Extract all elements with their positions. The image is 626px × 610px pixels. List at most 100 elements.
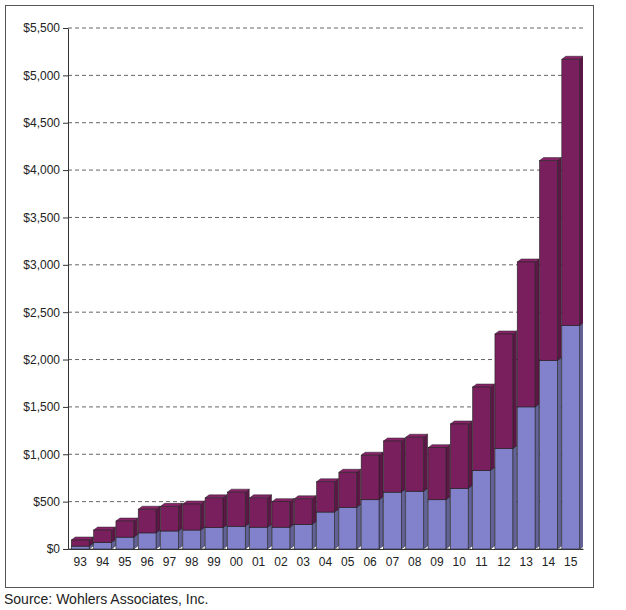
y-tick-label: $2,000: [23, 353, 60, 367]
bar-side: [334, 479, 338, 512]
bar: [562, 59, 580, 325]
y-tick-mark: [63, 549, 68, 550]
x-tick: 11: [475, 549, 488, 569]
bar: [161, 531, 179, 549]
bar: [495, 334, 513, 449]
bar-side: [513, 331, 517, 449]
bar-side: [513, 446, 517, 549]
bar: [339, 472, 357, 507]
bar-side: [223, 495, 227, 528]
x-tick-label: 02: [274, 555, 288, 569]
x-tick: 04: [319, 549, 333, 569]
x-tick: 03: [297, 549, 311, 569]
bar-top: [383, 438, 405, 441]
bar: [71, 540, 89, 546]
x-tick-label: 95: [118, 555, 132, 569]
x-tick-label: 10: [453, 555, 467, 569]
bar: [183, 504, 201, 530]
x-tick-label: 11: [475, 555, 488, 569]
y-tick-mark: [63, 28, 68, 29]
bar-side: [424, 488, 428, 549]
bar-side: [312, 496, 316, 525]
bar: [428, 448, 446, 500]
bar-top: [94, 527, 116, 530]
y-tick-label: $500: [33, 495, 60, 509]
bar: [250, 527, 268, 549]
bar-side: [156, 506, 160, 533]
bar-side: [178, 528, 182, 549]
y-tick-label: $5,500: [23, 21, 60, 35]
y-tick-mark: [63, 312, 68, 313]
bar-side: [290, 499, 294, 528]
x-tick-label: 06: [363, 555, 377, 569]
y-tick-label: $3,000: [23, 258, 60, 272]
bar: [473, 387, 491, 470]
bar: [71, 546, 89, 549]
outer-frame: [6, 6, 594, 588]
x-tick-label: 13: [519, 555, 533, 569]
bar-top: [540, 158, 562, 161]
x-tick: 13: [519, 549, 533, 569]
bar: [495, 449, 513, 549]
bar-group: [116, 518, 138, 537]
x-tick-label: 04: [319, 555, 333, 569]
x-tick-label: 97: [163, 555, 177, 569]
bar-group: [339, 469, 361, 507]
bar-top: [339, 469, 361, 472]
x-tick: 14: [542, 549, 556, 569]
bar: [383, 441, 401, 492]
x-tick: 07: [386, 549, 400, 569]
bar: [272, 502, 290, 528]
x-tick: 00: [230, 549, 244, 569]
bar: [540, 360, 558, 549]
y-tick-mark: [63, 75, 68, 76]
bar: [317, 512, 335, 549]
bar-group: [294, 496, 316, 525]
bar-top: [473, 384, 495, 387]
bar-group: [406, 434, 428, 491]
bar-top: [138, 506, 160, 509]
y-tick-mark: [63, 217, 68, 218]
bar-top: [562, 56, 583, 59]
bar-group: [227, 523, 249, 549]
y-tick-mark: [63, 265, 68, 266]
bar: [428, 500, 446, 549]
x-tick-label: 05: [341, 555, 355, 569]
bar-top: [406, 434, 428, 437]
bar: [161, 506, 179, 531]
x-tick-label: 94: [96, 555, 110, 569]
y-tick: $2,500: [23, 306, 68, 320]
y-tick-label: $0: [47, 542, 61, 556]
y-tick-label: $5,000: [23, 69, 60, 83]
bar-side: [156, 530, 160, 549]
bar: [116, 521, 134, 537]
bar-top: [205, 495, 227, 498]
bar-side: [446, 445, 450, 500]
bar: [138, 533, 156, 549]
y-tick-label: $1,000: [23, 448, 60, 462]
bar: [383, 492, 401, 549]
bar-top: [361, 452, 383, 455]
x-tick: 99: [207, 549, 221, 569]
bar-top: [294, 496, 316, 499]
x-tick: 98: [185, 549, 199, 569]
bar: [317, 482, 335, 512]
x-tick: 15: [564, 549, 578, 569]
bar: [540, 161, 558, 361]
x-tick: 01: [252, 549, 266, 569]
bar-group: [495, 331, 517, 449]
bar-group: [562, 56, 583, 325]
x-tick-label: 03: [297, 555, 311, 569]
x-tick-label: 14: [542, 555, 556, 569]
y-tick: $0: [47, 542, 68, 556]
bar-group: [540, 357, 562, 549]
grid-line: [68, 28, 583, 29]
bar-side: [379, 497, 383, 549]
bar-top: [428, 445, 450, 448]
x-tick-label: 98: [185, 555, 199, 569]
bar-group: [517, 404, 539, 549]
x-tick-label: 00: [230, 555, 244, 569]
x-tick: 96: [140, 549, 154, 569]
x-tick: 08: [408, 549, 422, 569]
grid-line: [68, 75, 583, 76]
